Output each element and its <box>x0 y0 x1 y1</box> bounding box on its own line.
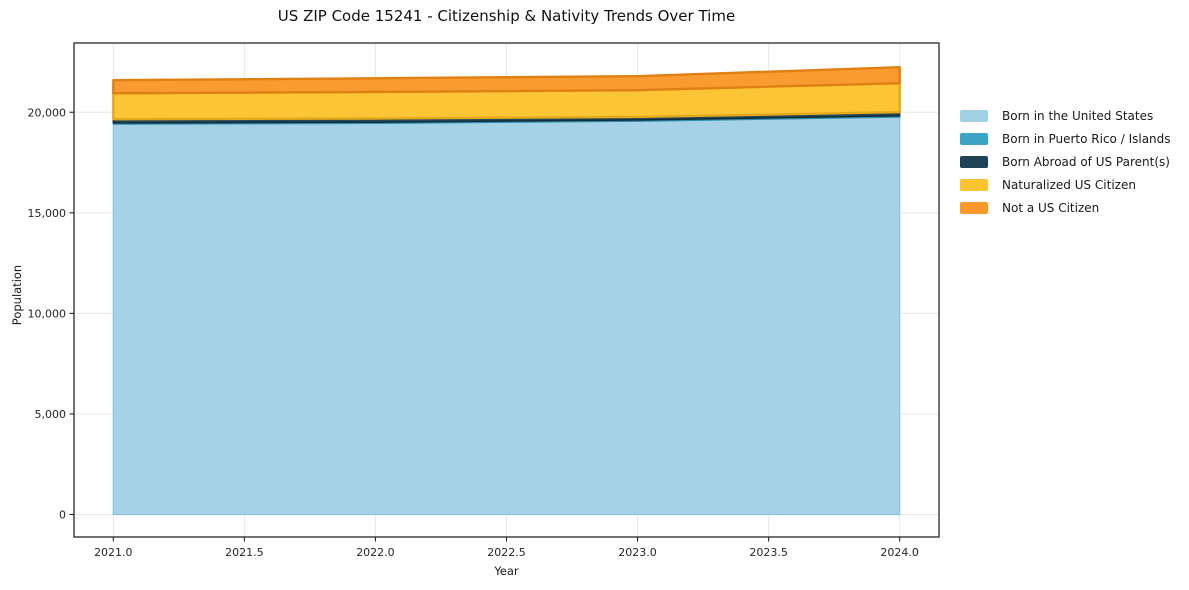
legend-label: Born Abroad of US Parent(s) <box>1002 154 1170 169</box>
x-tick-label: 2023.0 <box>618 546 657 559</box>
x-tick-label: 2021.0 <box>94 546 133 559</box>
x-tick-label: 2024.0 <box>880 546 919 559</box>
legend-label: Naturalized US Citizen <box>1002 177 1136 192</box>
chart-title: US ZIP Code 15241 - Citizenship & Nativi… <box>277 7 736 25</box>
legend-swatch <box>960 178 988 191</box>
y-tick-label: 20,000 <box>28 106 67 119</box>
ticks: 2021.0 2021.5 2022.0 2022.5 2023.0 2023.5 2024… <box>28 106 919 559</box>
legend-label: Born in Puerto Rico / Islands <box>1002 131 1171 146</box>
x-tick-label: 2022.5 <box>487 546 526 559</box>
y-tick-label: 5,000 <box>35 408 67 421</box>
legend-item: Naturalized US Citizen <box>960 173 1171 196</box>
legend-swatch <box>960 132 988 145</box>
area-series-4 <box>112 66 901 95</box>
y-tick-label: 10,000 <box>28 307 67 320</box>
legend-item: Born in Puerto Rico / Islands <box>960 127 1171 150</box>
legend-swatch <box>960 155 988 168</box>
legend-label: Not a US Citizen <box>1002 200 1100 215</box>
legend-swatch <box>960 201 988 214</box>
legend: Born in the United States Born in Puerto … <box>960 104 1171 219</box>
x-tick-label: 2023.5 <box>749 546 788 559</box>
legend-item: Born in the United States <box>960 104 1171 127</box>
y-tick-label: 0 <box>59 509 66 522</box>
y-tick-label: 15,000 <box>28 207 67 220</box>
legend-item: Born Abroad of US Parent(s) <box>960 150 1171 173</box>
x-axis-label: Year <box>494 564 519 578</box>
area-series-0 <box>112 116 901 516</box>
legend-swatch <box>960 109 988 122</box>
x-tick-label: 2022.0 <box>356 546 395 559</box>
x-tick-label: 2021.5 <box>225 546 264 559</box>
legend-item: Not a US Citizen <box>960 196 1171 219</box>
legend-label: Born in the United States <box>1002 108 1154 123</box>
